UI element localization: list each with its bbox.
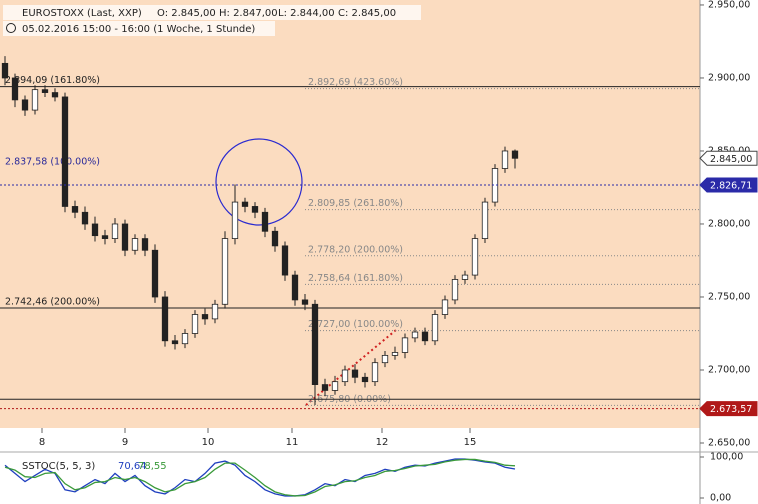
y-tick-label: 2.750,00 [708,291,750,302]
plot-background [0,0,700,428]
candle-body [121,223,129,251]
level-label: 2.742,46 (200.00%) [5,296,100,307]
candle-body [411,331,419,339]
candle-body [41,89,49,93]
candle-body [251,206,259,213]
candle-body [211,303,219,320]
indicator-readout: 78,55 [138,461,167,472]
stoch-tick-label: 0,00 [710,493,731,504]
chart-title: EUROSTOXX (Last, XXP) [22,8,142,19]
level-label: 2.809,85 (261.80%) [308,198,403,209]
candle-body [481,201,489,239]
x-tick-label: 9 [122,437,128,448]
price-tag [699,150,758,166]
candle-body [361,376,369,383]
level-label: 2.727,00 (100.00%) [308,319,403,330]
candle-body [451,279,459,301]
candle-body [351,369,359,378]
level-label: 2.837,58 (100.00%) [5,157,100,168]
candle-body [231,201,239,239]
candle-body [511,150,519,159]
candle-body [91,223,99,237]
chart-subtitle: 05.02.2016 15:00 - 16:00 (1 Woche, 1 Stu… [22,24,255,35]
ohlc-readout: C: 2.845,00 [338,8,396,19]
candle-body [501,150,509,169]
indicator-title: SSTOC(5, 5, 3) [22,461,95,472]
candle-body [21,99,29,111]
candle-body [201,314,209,320]
candle-body [131,238,139,251]
header-box [3,21,275,36]
price-tag [699,177,758,193]
candle-body [471,238,479,276]
x-tick-label: 8 [39,437,45,448]
candle-body [61,96,69,207]
candle-body [161,296,169,342]
candle-body [381,354,389,364]
candle-body [111,223,119,239]
candle-body [141,238,149,251]
stoch-line [4,458,516,497]
candle-body [11,77,19,101]
x-tick-label: 11 [286,437,299,448]
indicator-readout: 70,64 [118,461,147,472]
candle-body [261,211,269,232]
candle-body [371,362,379,383]
candle-body [321,384,329,391]
candle-body [341,369,349,383]
ohlc-readout: O: 2.845,00 [157,8,216,19]
candle-body [401,337,409,353]
candle-body [101,235,109,239]
y-tick-label: 2.800,00 [708,218,750,229]
candle-body [31,89,39,111]
annotation-circle [215,138,303,226]
x-tick-label: 15 [464,437,477,448]
candle-body [241,201,249,207]
y-tick-label: 2.650,00 [708,437,750,448]
candle-body [171,340,179,345]
candle-body [221,238,229,305]
candle-body [391,352,399,356]
candle-body [291,274,299,301]
candle-body [71,206,79,213]
candle-body [461,274,469,280]
candle-body [421,331,429,342]
header-box [3,5,421,20]
clock-icon [6,23,16,33]
candle-body [441,299,449,315]
price-tag-label: 2.826,71 [710,180,752,191]
candle-body [151,249,159,298]
price-tag [699,401,758,417]
candle-body [431,314,439,342]
level-label: 2.778,20 (200.00%) [308,244,403,255]
candle-body [301,299,309,305]
price-tag-label: 2.845,00 [710,154,752,165]
candle-body [191,314,199,334]
ohlc-readout: L: 2.844,00 [278,8,335,19]
candle-body [281,245,289,276]
level-label: 2.892,69 (423.60%) [308,77,403,88]
candle-body [51,92,59,98]
candle-body [311,303,319,385]
level-label: 2.758,64 (161.80%) [308,273,403,284]
y-tick-label: 2.900,00 [708,72,750,83]
y-tick-label: 2.950,00 [708,0,750,10]
candle-body [331,381,339,391]
price-tag-label: 2.673,57 [710,404,752,415]
stoch-tick-label: 100,00 [710,452,743,463]
x-tick-label: 10 [202,437,215,448]
candle-body [181,333,189,345]
x-tick-label: 12 [376,437,389,448]
ohlc-readout: H: 2.847,00 [219,8,278,19]
candle-body [1,62,9,79]
candle-body [271,230,279,247]
candle-body [81,211,89,225]
level-label: 2.894,09 (161.80%) [5,75,100,86]
y-tick-label: 2.700,00 [708,364,750,375]
